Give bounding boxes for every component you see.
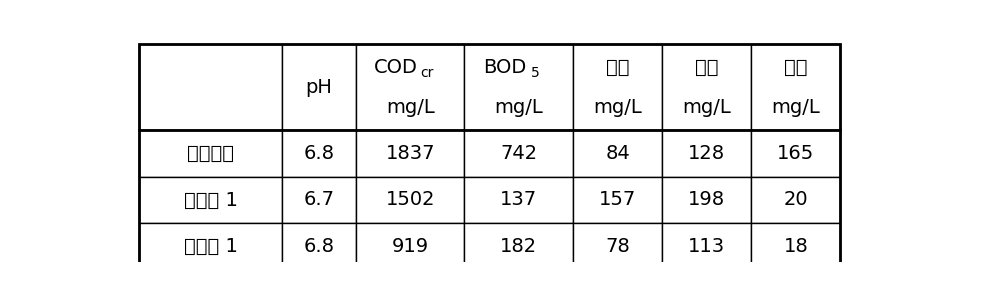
Bar: [282, 177, 356, 223]
Bar: [356, 130, 464, 177]
Bar: [662, 130, 751, 177]
Text: 对比例 1: 对比例 1: [184, 191, 238, 209]
Bar: [751, 130, 840, 177]
Bar: [573, 223, 662, 270]
Bar: [282, 44, 356, 130]
Bar: [662, 44, 751, 130]
Bar: [282, 130, 356, 177]
Text: 6.8: 6.8: [304, 237, 335, 256]
Text: 氨氮: 氨氮: [606, 58, 629, 77]
Text: 137: 137: [500, 191, 537, 209]
Bar: [139, 177, 282, 223]
Text: 919: 919: [392, 237, 429, 256]
Text: cr: cr: [421, 66, 434, 80]
Text: 165: 165: [777, 144, 814, 163]
Text: 色度: 色度: [784, 58, 808, 77]
Bar: [573, 130, 662, 177]
Bar: [662, 223, 751, 270]
Bar: [573, 177, 662, 223]
Text: 198: 198: [688, 191, 725, 209]
Text: BOD: BOD: [483, 58, 526, 77]
Bar: [751, 44, 840, 130]
Bar: [464, 44, 573, 130]
Text: mg/L: mg/L: [386, 98, 435, 117]
Text: 157: 157: [599, 191, 636, 209]
Text: mg/L: mg/L: [593, 98, 642, 117]
Text: 113: 113: [688, 237, 725, 256]
Text: mg/L: mg/L: [771, 98, 820, 117]
Bar: [751, 177, 840, 223]
Text: 182: 182: [500, 237, 537, 256]
Text: 84: 84: [605, 144, 630, 163]
Text: 78: 78: [605, 237, 630, 256]
Text: mg/L: mg/L: [494, 98, 543, 117]
Text: 6.8: 6.8: [304, 144, 335, 163]
Text: 20: 20: [783, 191, 808, 209]
Text: 5: 5: [531, 66, 540, 80]
Bar: [356, 44, 464, 130]
Bar: [139, 44, 282, 130]
Text: 18: 18: [783, 237, 808, 256]
Bar: [139, 223, 282, 270]
Text: 实施例 1: 实施例 1: [184, 237, 238, 256]
Bar: [464, 177, 573, 223]
Bar: [573, 44, 662, 130]
Text: pH: pH: [306, 78, 333, 97]
Bar: [356, 223, 464, 270]
Text: 1502: 1502: [385, 191, 435, 209]
Text: 1837: 1837: [385, 144, 435, 163]
Bar: [464, 130, 573, 177]
Text: 742: 742: [500, 144, 537, 163]
Bar: [751, 223, 840, 270]
Text: COD: COD: [374, 58, 418, 77]
Bar: [356, 177, 464, 223]
Text: 初始污水: 初始污水: [187, 144, 234, 163]
Text: 128: 128: [688, 144, 725, 163]
Bar: [464, 223, 573, 270]
Bar: [662, 177, 751, 223]
Bar: [139, 130, 282, 177]
Text: mg/L: mg/L: [682, 98, 731, 117]
Text: 6.7: 6.7: [304, 191, 335, 209]
Text: 总氮: 总氮: [695, 58, 718, 77]
Bar: [282, 223, 356, 270]
